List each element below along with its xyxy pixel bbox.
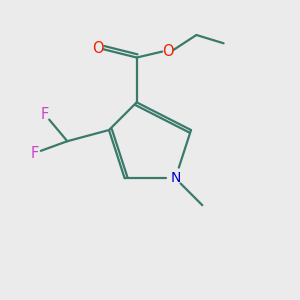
Text: O: O (162, 44, 174, 59)
Text: O: O (92, 41, 104, 56)
Text: F: F (31, 146, 39, 160)
Text: F: F (41, 107, 49, 122)
Text: N: N (170, 171, 181, 185)
